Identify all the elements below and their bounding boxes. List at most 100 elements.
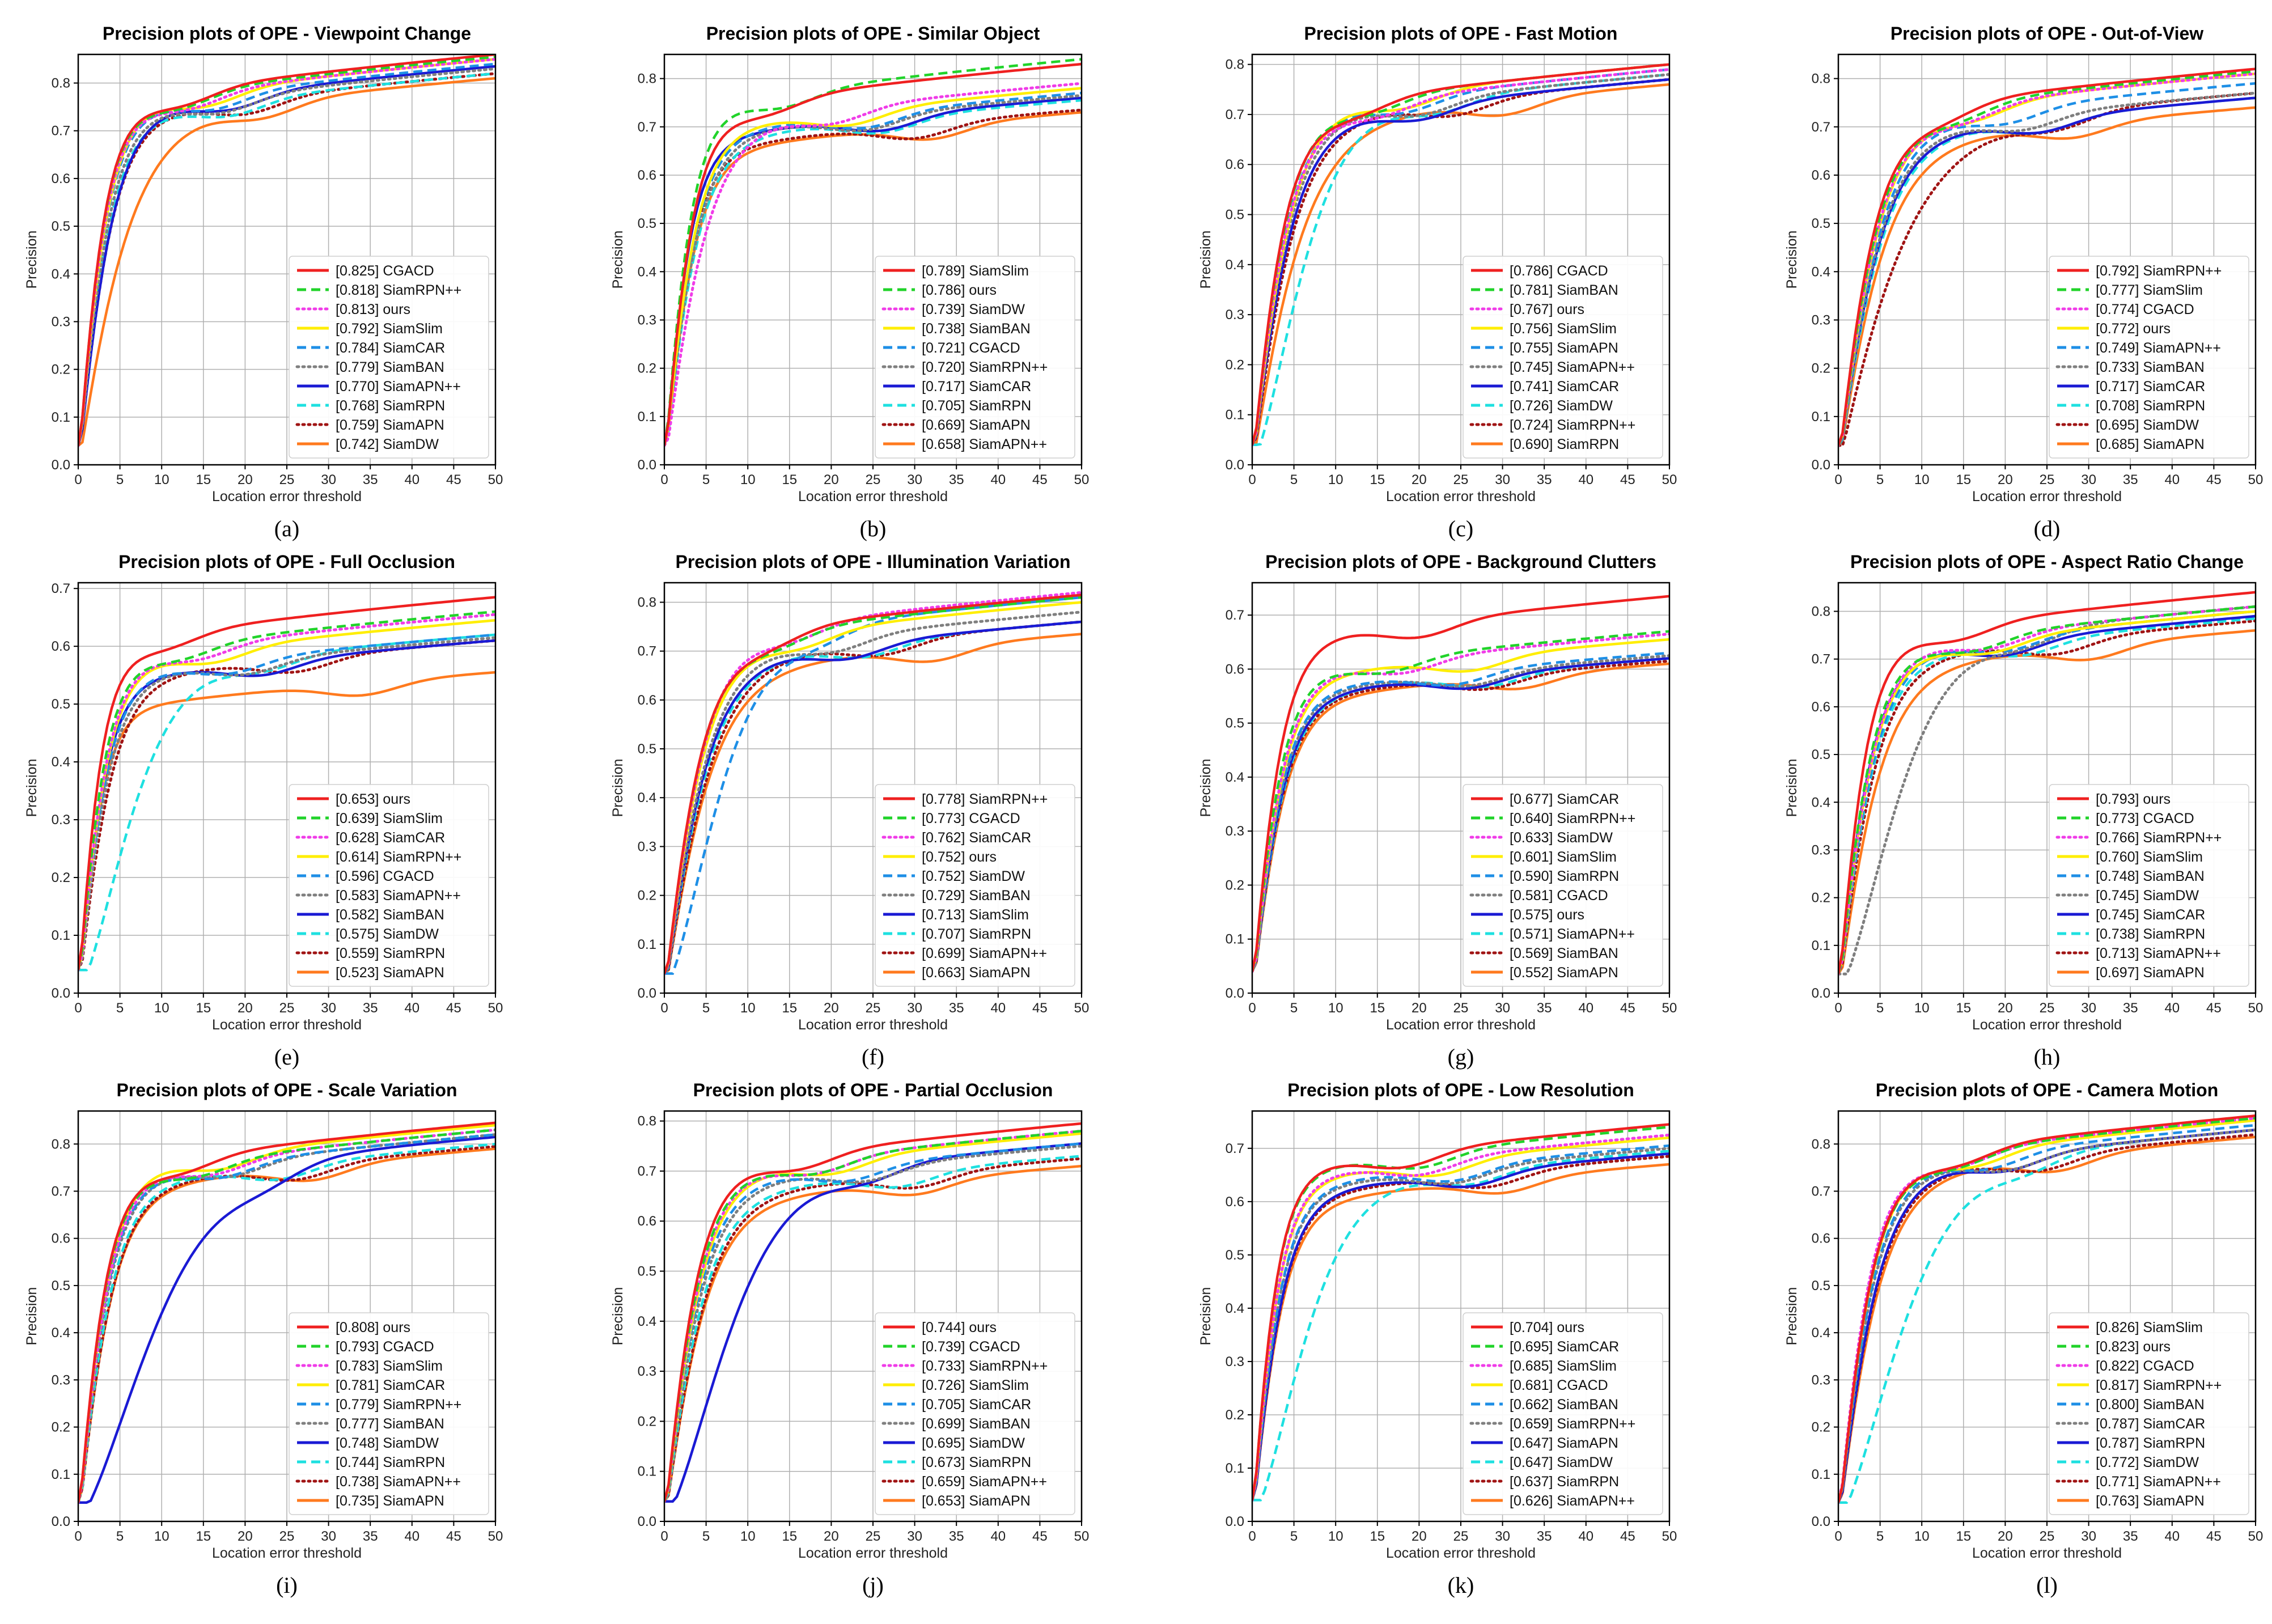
y-tick-label: 0.5 <box>1226 1248 1244 1263</box>
series-lines <box>1838 1114 2256 1504</box>
legend-entry: [0.772] ours <box>2096 321 2171 337</box>
series-line-siamslim <box>664 620 1082 974</box>
x-tick-label: 0 <box>1248 472 1256 487</box>
legend-entry: [0.628] SiamCAR <box>336 830 445 846</box>
x-tick-label: 40 <box>990 472 1006 487</box>
series-line-siamban <box>1252 659 1669 973</box>
y-tick-label: 0.6 <box>1226 662 1244 677</box>
series-line-siamdw <box>1252 633 1669 973</box>
x-tick-label: 5 <box>1290 1000 1298 1016</box>
series-line-cgacd <box>78 54 495 446</box>
y-tick-label: 0.1 <box>52 1467 70 1482</box>
y-tick-label: 0.3 <box>1812 312 1830 328</box>
x-tick-label: 25 <box>1453 1000 1469 1016</box>
y-tick-label: 0.7 <box>638 644 656 659</box>
y-tick-label: 0.3 <box>638 1364 656 1379</box>
x-axis-label: Location error threshold <box>798 1545 948 1561</box>
x-tick-label: 45 <box>446 472 461 487</box>
plot-title: Precision plots of OPE - Background Clut… <box>1265 552 1656 572</box>
legend-entry: [0.720] SiamRPN++ <box>922 359 1048 375</box>
plot-frame <box>77 1110 497 1523</box>
legend-entry: [0.773] CGACD <box>2096 811 2194 826</box>
subfigure-caption: (k) <box>1448 1572 1474 1598</box>
legend-entry: [0.772] SiamDW <box>2096 1455 2199 1470</box>
legend-entry: [0.713] SiamAPN++ <box>2096 945 2221 961</box>
y-tick-label: 0.3 <box>1812 1372 1830 1388</box>
x-tick-label: 40 <box>404 1000 419 1016</box>
y-tick-label: 0.5 <box>1812 216 1830 231</box>
y-tick-label: 0.8 <box>52 1137 70 1152</box>
subfigure-caption: (i) <box>276 1572 298 1598</box>
legend-entry: [0.669] SiamAPN <box>922 417 1031 433</box>
y-axis-label: Precision <box>1784 1287 1800 1346</box>
legend-entry: [0.582] SiamBAN <box>336 907 444 923</box>
legend-box <box>2049 256 2249 459</box>
y-tick-label: 0.5 <box>1226 716 1244 731</box>
plot-title: Precision plots of OPE - Low Resolution <box>1287 1080 1634 1100</box>
series-lines <box>664 58 1082 447</box>
series-line-siamrpnpp <box>78 55 495 446</box>
plot-frame <box>1837 582 2257 994</box>
legend: [0.808] ours [0.793] CGACD [0.783] SiamSli… <box>289 1312 489 1515</box>
y-axis-label: Precision <box>610 759 626 817</box>
legend-entry: [0.663] SiamAPN <box>922 965 1031 981</box>
legend-entry: [0.744] ours <box>922 1320 997 1335</box>
plot-frame <box>77 582 497 994</box>
x-tick-label: 20 <box>824 472 839 487</box>
legend-entry: [0.813] ours <box>336 302 410 317</box>
series-line-siamapn <box>78 671 495 970</box>
plot-title: Precision plots of OPE - Aspect Ratio Ch… <box>1850 552 2244 572</box>
legend-box <box>2049 784 2249 987</box>
series-line-siamrpn <box>1252 83 1669 446</box>
series-lines <box>78 596 495 972</box>
legend-entry: [0.590] SiamRPN <box>1510 868 1619 884</box>
precision-plot-panel: Precision plots of OPE - Viewpoint Chang… <box>24 23 503 541</box>
x-tick-label: 30 <box>321 1529 336 1544</box>
y-tick-label: 0.5 <box>1226 207 1244 223</box>
legend-entry: [0.647] SiamDW <box>1510 1455 1613 1470</box>
legend-entry: [0.681] CGACD <box>1510 1377 1608 1393</box>
x-axis-label: Location error threshold <box>1386 489 1536 504</box>
plot-title: Precision plots of OPE - Full Occlusion <box>118 552 455 572</box>
y-tick-label: 0.3 <box>52 1372 70 1388</box>
x-tick-label: 15 <box>1370 472 1385 487</box>
legend-entry: [0.756] SiamSlim <box>1510 321 1617 337</box>
y-tick-label: 0.8 <box>1226 57 1244 73</box>
y-tick-label: 0.6 <box>1812 1231 1830 1246</box>
y-tick-label: 0.4 <box>52 266 70 282</box>
y-tick-label: 0.4 <box>638 1314 656 1329</box>
series-line-siamrpnpp <box>664 94 1082 447</box>
series-line-siamcar <box>1252 595 1669 972</box>
x-tick-label: 50 <box>1662 1000 1677 1016</box>
x-tick-label: 15 <box>1956 472 1971 487</box>
series-line-siamcar <box>664 591 1082 975</box>
series-line-siamapn <box>664 633 1082 975</box>
x-tick-label: 25 <box>279 1529 295 1544</box>
legend-entry: [0.789] SiamSlim <box>922 263 1029 279</box>
y-tick-label: 0.7 <box>52 124 70 139</box>
x-axis-label: Location error threshold <box>212 1545 362 1561</box>
legend-entry: [0.748] SiamDW <box>336 1435 439 1451</box>
x-tick-label: 45 <box>1032 472 1048 487</box>
subfigure-caption: (e) <box>274 1044 299 1070</box>
y-tick-label: 0.5 <box>1812 747 1830 762</box>
legend-entry: [0.822] CGACD <box>2096 1358 2194 1374</box>
x-tick-label: 30 <box>2081 472 2096 487</box>
x-tick-label: 35 <box>1537 1529 1552 1544</box>
legend-entry: [0.559] SiamRPN <box>336 945 445 961</box>
x-tick-label: 15 <box>782 1000 797 1016</box>
x-tick-label: 30 <box>321 1000 336 1016</box>
series-lines <box>1252 1123 1669 1502</box>
series-line-siamrpnpp <box>1252 630 1669 972</box>
x-tick-label: 25 <box>866 1000 881 1016</box>
legend-entry: [0.738] SiamRPN <box>2096 926 2205 942</box>
x-tick-label: 15 <box>1956 1000 1971 1016</box>
series-line-cgacd <box>1252 63 1669 446</box>
x-tick-label: 30 <box>907 472 922 487</box>
legend-entry: [0.744] SiamRPN <box>336 1455 445 1470</box>
series-line-siamdw <box>1252 1150 1669 1502</box>
legend-entry: [0.786] CGACD <box>1510 263 1608 279</box>
legend-entry: [0.673] SiamRPN <box>922 1455 1031 1470</box>
legend-entry: [0.742] SiamDW <box>336 436 439 452</box>
